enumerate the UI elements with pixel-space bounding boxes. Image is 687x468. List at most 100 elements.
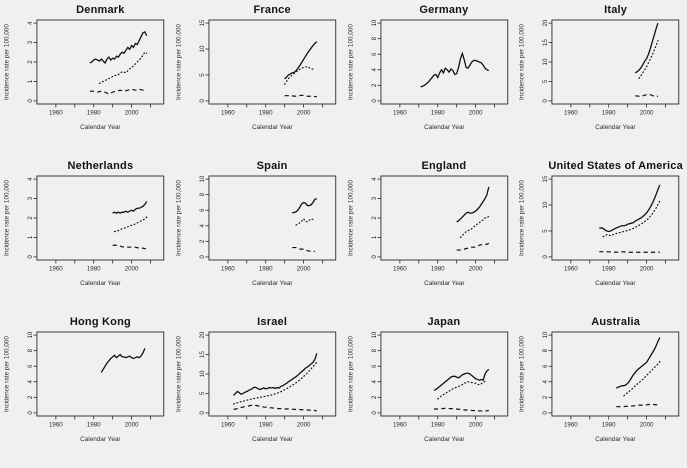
panel-title: Denmark: [76, 4, 125, 16]
x-tick-label: 1980: [602, 265, 616, 272]
y-tick-label: 6: [370, 364, 377, 368]
dashed-line: [112, 244, 147, 250]
line-plot: 0 2 4 6 8 10 1960 1980 2000 Calendar Year Incidenc…: [3, 331, 165, 443]
y-tick-label: 0: [542, 255, 549, 259]
x-tick-label: 2000: [640, 265, 654, 272]
panel-title: England: [421, 160, 467, 172]
panel-japan: Japan 0 2 4 6 8 10 1960 1980 2000 Calendar Year In…: [344, 312, 516, 468]
y-axis-label: Incidence rate per 100,000: [519, 180, 526, 256]
line-plot: 0 1 2 3 4 1960 1980 2000 Calendar Year Incidence …: [3, 175, 165, 287]
dashed-line: [291, 246, 315, 253]
solid-line: [291, 197, 317, 214]
solid-line: [283, 41, 317, 80]
y-tick-label: 3: [27, 196, 34, 200]
y-tick-label: 10: [370, 19, 377, 26]
panel-title: Japan: [427, 316, 461, 328]
y-tick-label: 4: [27, 21, 34, 25]
x-axis-label: Calendar Year: [424, 436, 465, 443]
y-tick-label: 5: [542, 79, 549, 83]
x-tick-label: 2000: [468, 265, 482, 272]
y-axis-label: Incidence rate per 100,000: [3, 336, 10, 412]
panel-hong-kong: Hong Kong 0 2 4 6 8 10 1960 1980 2000 Calendar Ye…: [0, 312, 172, 468]
y-axis-label: Incidence rate per 100,000: [175, 24, 182, 100]
panel-title: Australia: [591, 316, 641, 328]
solid-line: [112, 201, 148, 214]
y-tick-label: 1: [27, 235, 34, 239]
y-tick-label: 8: [370, 36, 377, 40]
y-tick-label: 20: [542, 19, 549, 26]
dotted-line: [232, 361, 318, 405]
y-tick-label: 10: [27, 331, 34, 338]
x-tick-label: 2000: [296, 421, 310, 428]
y-tick-label: 0: [27, 411, 34, 415]
x-tick-label: 1980: [87, 265, 101, 272]
y-tick-label: 15: [542, 39, 549, 46]
solid-line: [616, 337, 661, 389]
y-tick-label: 8: [199, 192, 206, 196]
y-tick-label: 4: [370, 68, 377, 72]
x-tick-label: 2000: [125, 265, 139, 272]
x-tick-label: 2000: [640, 109, 654, 116]
panel-england: England 0 1 2 3 4 1960 1980 2000 Calendar Year In…: [344, 156, 516, 312]
y-tick-label: 6: [370, 52, 377, 56]
x-tick-label: 1960: [49, 265, 63, 272]
dashed-line: [456, 242, 489, 251]
x-tick-label: 1960: [564, 421, 578, 428]
plot-box: [208, 175, 336, 261]
plot-box: [551, 331, 680, 417]
plot-box: [208, 19, 336, 105]
solid-line: [433, 368, 489, 391]
panel-spain: Spain 0 2 4 6 8 10 1960 1980 2000 Calendar Year In…: [172, 156, 344, 312]
panel-netherlands: Netherlands 0 1 2 3 4 1960 1980 2000 Calendar Ye…: [0, 156, 172, 312]
line-plot: 0 2 4 6 8 10 1960 1980 2000 Calendar Year Incidenc…: [519, 331, 680, 443]
x-tick-label: 1980: [430, 109, 444, 116]
x-axis-label: Calendar Year: [424, 280, 465, 287]
y-tick-label: 2: [542, 395, 549, 399]
line-plot: 0 2 4 6 8 10 1960 1980 2000 Calendar Year Incidenc…: [347, 331, 508, 443]
dashed-line: [616, 403, 661, 408]
y-tick-label: 2: [27, 60, 34, 64]
y-tick-label: 2: [370, 83, 377, 87]
y-tick-label: 8: [27, 348, 34, 352]
x-tick-label: 1960: [392, 421, 406, 428]
y-tick-label: 8: [542, 348, 549, 352]
y-tick-label: 10: [199, 45, 206, 52]
dashed-line: [284, 94, 317, 98]
y-axis-label: Incidence rate per 100,000: [347, 180, 354, 256]
y-tick-label: 10: [199, 370, 206, 377]
y-tick-label: 4: [199, 224, 206, 228]
dotted-line: [459, 215, 489, 239]
x-tick-label: 1980: [430, 265, 444, 272]
x-tick-label: 1960: [221, 109, 235, 116]
line-plot: 0 1 2 3 4 1960 1980 2000 Calendar Year Incidence …: [347, 175, 508, 287]
panel-denmark: Denmark 0 1 2 3 4 1960 1980 2000 Calendar Year In…: [0, 0, 172, 156]
y-tick-label: 4: [370, 380, 377, 384]
y-axis-label: Incidence rate per 100,000: [347, 336, 354, 412]
x-axis-label: Calendar Year: [424, 124, 465, 131]
y-axis-label: Incidence rate per 100,000: [175, 336, 182, 412]
y-tick-label: 4: [370, 177, 377, 181]
dotted-line: [436, 379, 488, 400]
dashed-line: [233, 404, 317, 412]
panel-usa: United States of America 0 5 10 15 1960 1980 2…: [515, 156, 687, 312]
y-tick-label: 0: [542, 411, 549, 415]
dashed-line: [635, 94, 659, 97]
y-tick-label: 15: [542, 175, 549, 182]
panel-title: Spain: [256, 160, 288, 172]
y-tick-label: 2: [199, 239, 206, 243]
dotted-line: [638, 40, 659, 79]
dashed-line: [599, 251, 661, 253]
x-tick-label: 2000: [468, 421, 482, 428]
panel-italy: Italy 0 5 10 15 20 1960 1980 2000 Calendar Year I…: [515, 0, 687, 156]
y-tick-label: 4: [542, 380, 549, 384]
solid-line: [419, 51, 489, 88]
y-tick-label: 10: [542, 201, 549, 208]
line-plot: 0 2 4 6 8 10 1960 1980 2000 Calendar Year Incidenc…: [347, 19, 508, 131]
dotted-line: [283, 66, 316, 85]
y-axis-label: Incidence rate per 100,000: [347, 24, 354, 100]
y-tick-label: 2: [370, 395, 377, 399]
line-plot: 0 5 10 15 1960 1980 2000 Calendar Year Incidence…: [519, 175, 680, 287]
plot-box: [379, 331, 508, 417]
y-tick-label: 4: [27, 177, 34, 181]
y-tick-label: 0: [199, 99, 206, 103]
